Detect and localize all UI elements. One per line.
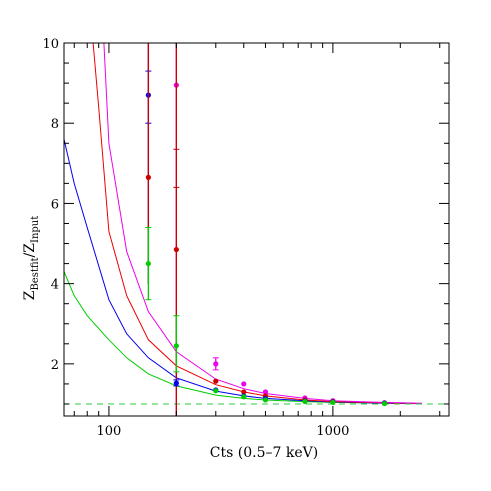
y-axis-label-sub1: Bestfit — [30, 257, 41, 290]
data-marker — [241, 394, 247, 400]
y-axis-label-sub2: Input — [30, 216, 41, 243]
ticks-layer — [64, 42, 449, 416]
data-point-12 — [241, 381, 247, 387]
data-marker — [173, 246, 179, 253]
y-tick-label: 6 — [51, 197, 59, 212]
data-marker — [262, 397, 269, 403]
data-marker — [381, 400, 388, 407]
data-point-13 — [241, 389, 247, 395]
data-point-16 — [262, 389, 269, 395]
y-tick-label: 4 — [51, 278, 59, 293]
model-curve-4 — [103, 43, 423, 404]
data-point-11 — [213, 388, 219, 394]
data-point-7 — [173, 379, 180, 387]
data-marker — [173, 380, 179, 386]
data-marker — [262, 389, 269, 395]
data-point-8 — [212, 357, 219, 371]
y-tick-label: 8 — [51, 117, 59, 132]
y-axis-label: ZBestfit/ZInput — [22, 216, 41, 301]
data-marker — [173, 343, 179, 349]
model-curve-2 — [64, 139, 423, 405]
data-marker — [330, 399, 336, 405]
data-point-31 — [381, 400, 388, 407]
y-axis-label-main: Z — [22, 290, 38, 300]
data-marker — [302, 398, 308, 405]
data-marker — [241, 389, 247, 395]
y-tick-label: 10 — [42, 37, 59, 52]
data-point-15 — [241, 394, 247, 400]
plot-frame — [63, 42, 450, 417]
model-curve-3 — [92, 43, 423, 405]
data-marker — [213, 361, 219, 367]
data-marker — [213, 378, 219, 384]
data-point-3 — [145, 226, 152, 301]
data-marker — [213, 388, 219, 394]
data-point-23 — [302, 398, 308, 405]
data-point-9 — [213, 378, 219, 384]
y-tick-label: 2 — [51, 358, 59, 373]
tick-labels-layer: 100 1000 2 4 6 8 10 — [42, 37, 349, 439]
x-tick-label: 100 — [97, 424, 122, 439]
curves-layer — [64, 43, 423, 405]
data-marker — [145, 260, 151, 267]
x-tick-label: 1000 — [316, 424, 349, 439]
data-marker — [145, 174, 151, 180]
y-axis-label-slash: /Z — [22, 243, 38, 258]
data-point-6 — [173, 315, 180, 373]
points-layer — [145, 43, 388, 416]
data-point-19 — [262, 397, 269, 403]
data-point-27 — [330, 399, 336, 405]
data-marker — [241, 381, 247, 387]
x-axis-label: Cts (0.5–7 keV) — [210, 445, 318, 461]
